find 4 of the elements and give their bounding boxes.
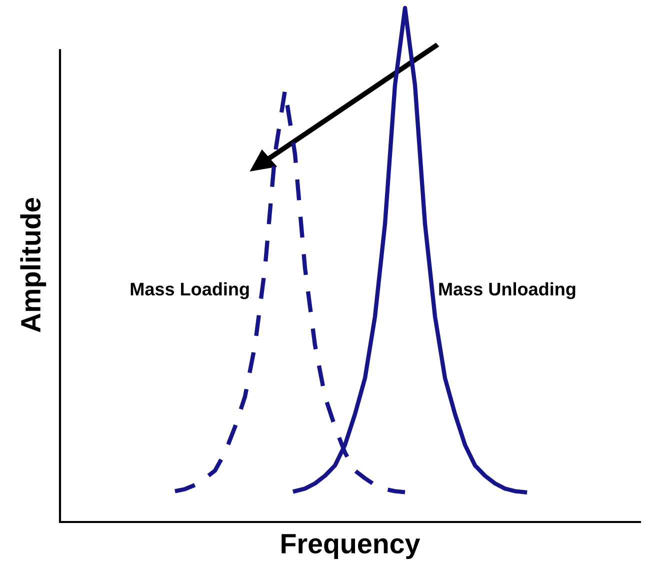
x-axis-title: Frequency (282, 534, 420, 560)
y-axis-title: Amplitude (20, 198, 46, 332)
series-label: Mass Loading (130, 282, 249, 300)
series-label: Mass Unloading (439, 282, 576, 300)
